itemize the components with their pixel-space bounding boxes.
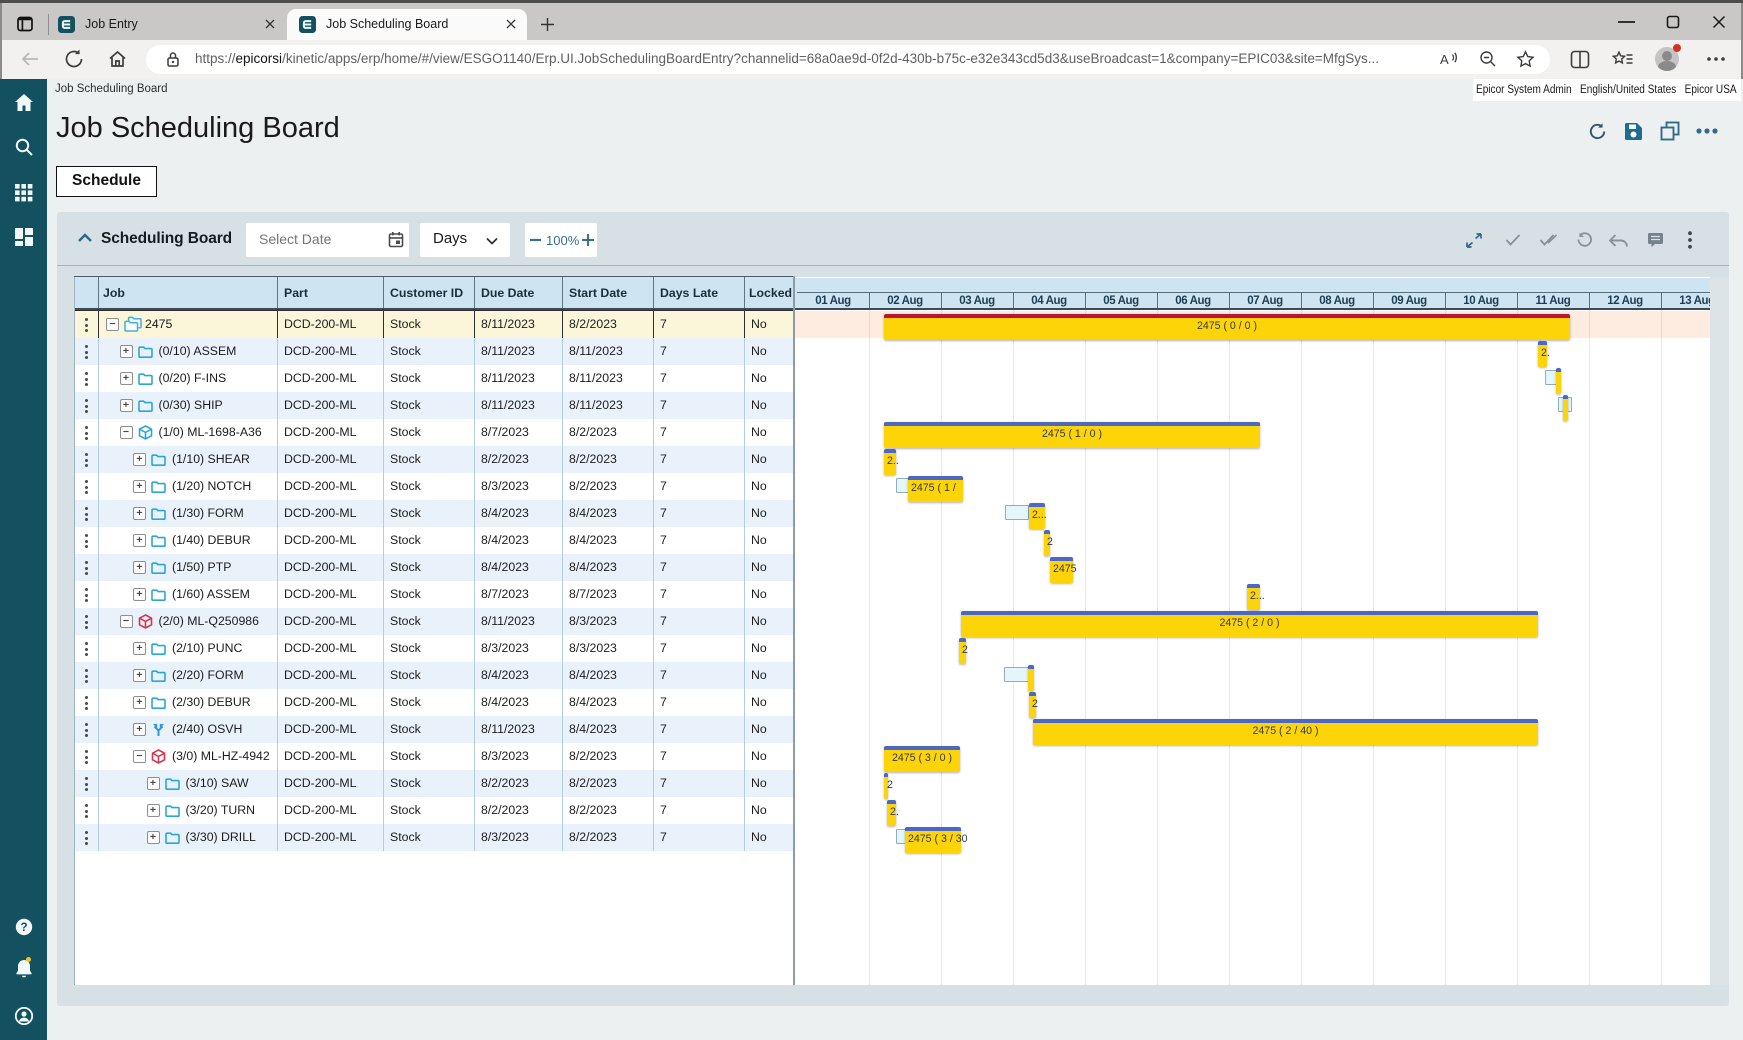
svg-text:A: A xyxy=(1440,52,1449,67)
svg-text:?: ? xyxy=(20,922,27,934)
